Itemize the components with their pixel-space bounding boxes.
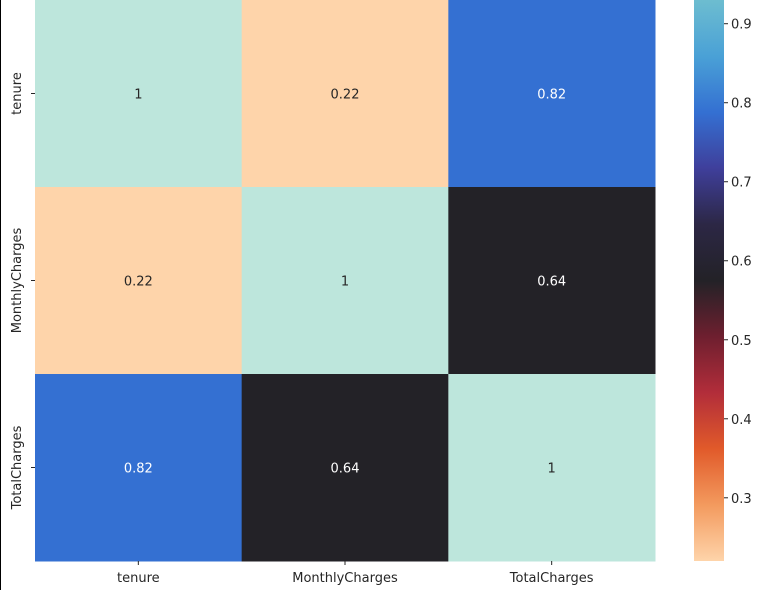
cell-annotation: 0.82 (124, 462, 153, 477)
cell-annotation: 0.22 (124, 275, 153, 290)
cell-annotation: 1 (134, 88, 142, 103)
colorbar-tick-label: 0.5 (731, 334, 752, 349)
y-tick-label: tenure (10, 72, 25, 115)
cell-annotation: 0.64 (331, 462, 360, 477)
y-tick-label: TotalCharges (10, 425, 25, 510)
cell-annotation: 0.64 (537, 275, 566, 290)
x-tick-label: MonthlyCharges (292, 571, 398, 586)
colorbar-ticks: 0.3 0.4 0.5 0.6 0.7 0.8 0.9 (724, 18, 752, 507)
colorbar (694, 0, 724, 561)
y-axis: tenure MonthlyCharges TotalCharges (10, 72, 35, 510)
colorbar-tick-label: 0.6 (731, 255, 752, 270)
colorbar-tick-label: 0.7 (731, 176, 752, 191)
y-tick-label: MonthlyCharges (10, 228, 25, 334)
cell-annotation: 1 (341, 275, 349, 290)
cell-annotation: 1 (548, 462, 556, 477)
x-tick-label: TotalCharges (509, 571, 594, 586)
x-axis: tenure MonthlyCharges TotalCharges (117, 561, 594, 586)
cell-annotation: 0.22 (331, 88, 360, 103)
colorbar-tick-label: 0.3 (731, 492, 752, 507)
colorbar-tick-label: 0.9 (731, 18, 752, 33)
x-tick-label: tenure (117, 571, 160, 586)
colorbar-tick-label: 0.4 (731, 413, 752, 428)
colorbar-tick-label: 0.8 (731, 97, 752, 112)
colorbar-gradient (694, 0, 724, 561)
cell-annotation: 0.82 (537, 88, 566, 103)
